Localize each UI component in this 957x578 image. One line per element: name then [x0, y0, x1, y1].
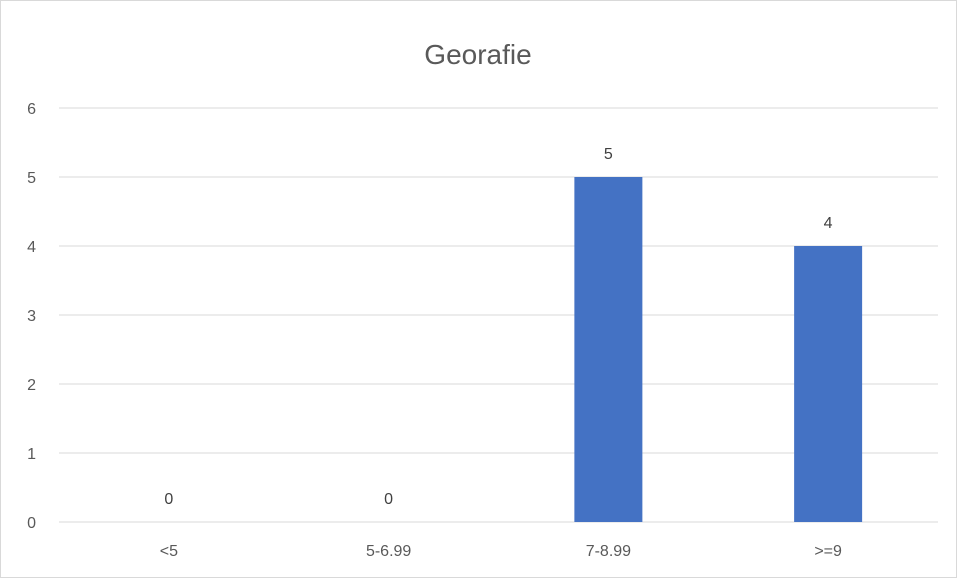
y-tick-label: 0 — [27, 515, 36, 532]
bars — [574, 177, 863, 522]
y-tick-label: 5 — [27, 170, 36, 187]
y-tick-label: 4 — [27, 239, 36, 256]
gridlines — [59, 107, 938, 523]
y-tick-label: 2 — [27, 377, 36, 394]
x-tick-label: 7-8.99 — [586, 543, 631, 560]
data-label: 4 — [824, 215, 833, 232]
x-axis-tick-labels: <5 5-6.99 7-8.99 >=9 — [160, 543, 842, 560]
data-label: 0 — [164, 491, 173, 508]
y-tick-label: 6 — [27, 101, 36, 118]
y-tick-label: 1 — [27, 446, 36, 463]
y-tick-label: 3 — [27, 308, 36, 325]
data-label: 0 — [384, 491, 393, 508]
x-tick-label: 5-6.99 — [366, 543, 411, 560]
x-tick-label: <5 — [160, 543, 178, 560]
bar-2 — [574, 177, 643, 522]
chart-title: Georafie — [424, 39, 531, 70]
bar-3 — [794, 246, 863, 522]
y-axis-tick-labels: 0 1 2 3 4 5 6 — [27, 101, 36, 532]
data-label: 5 — [604, 146, 613, 163]
x-tick-label: >=9 — [814, 543, 842, 560]
bar-data-labels: 0 0 5 4 — [164, 146, 832, 508]
